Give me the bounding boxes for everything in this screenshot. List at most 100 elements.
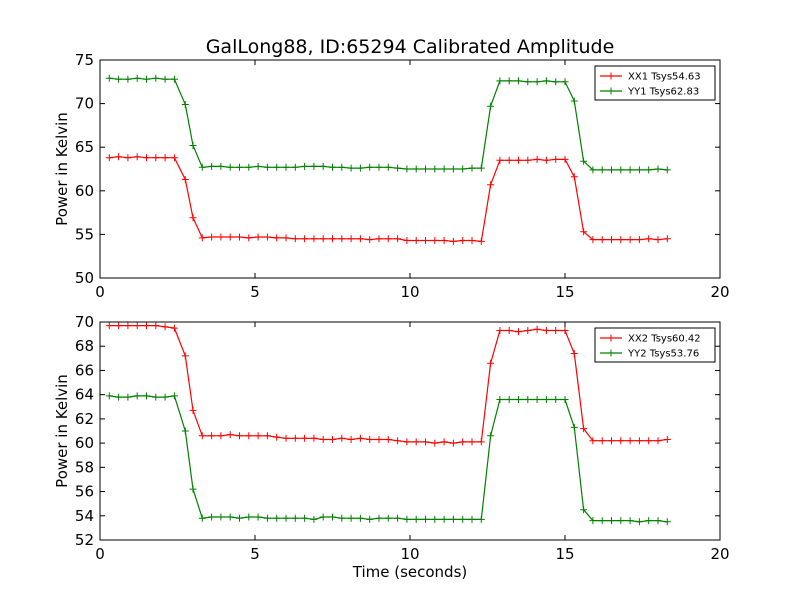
data-point <box>301 514 309 522</box>
data-point <box>449 237 457 245</box>
data-point <box>273 163 281 171</box>
data-point <box>431 515 439 523</box>
legend-label: XX2 Tsys60.42 <box>628 334 701 345</box>
data-point <box>412 165 420 173</box>
y-tick-label: 70 <box>75 95 94 113</box>
x-tick-label: 0 <box>95 283 105 301</box>
data-point <box>189 406 197 414</box>
y-tick-label: 70 <box>75 313 94 331</box>
data-point <box>338 235 346 243</box>
data-point <box>366 236 374 244</box>
data-point <box>181 427 189 435</box>
data-point <box>356 434 364 442</box>
data-point <box>487 359 495 367</box>
data-point <box>143 392 150 400</box>
legend-label: XX1 Tsys54.63 <box>628 72 701 83</box>
data-point <box>487 181 495 189</box>
series-line-1-1 <box>109 395 668 523</box>
data-point <box>217 432 225 440</box>
data-point <box>319 436 327 443</box>
data-point <box>310 434 318 442</box>
data-point <box>170 324 178 332</box>
data-point <box>384 514 392 522</box>
y-tick-label: 56 <box>75 483 94 501</box>
legend-label: YY1 Tsys62.83 <box>627 87 699 98</box>
x-tick-label: 5 <box>250 545 260 563</box>
data-point <box>143 154 150 162</box>
data-point <box>431 439 439 447</box>
data-point <box>105 154 113 162</box>
data-point <box>133 153 141 161</box>
x-tick-label: 20 <box>710 283 729 301</box>
data-point <box>181 101 189 108</box>
data-point <box>561 78 569 86</box>
data-point <box>254 513 262 521</box>
data-point <box>524 396 532 403</box>
data-point <box>645 517 653 525</box>
data-point <box>143 75 150 83</box>
data-point <box>189 485 197 493</box>
data-point <box>589 236 597 244</box>
x-axis-label: Time (seconds) <box>352 563 468 581</box>
data-point <box>273 514 281 522</box>
data-point <box>635 236 643 244</box>
data-point <box>440 438 448 446</box>
data-point <box>236 233 243 241</box>
y-tick-label: 68 <box>75 337 94 355</box>
legend-box <box>594 327 716 363</box>
data-point <box>217 162 225 170</box>
data-point <box>124 75 132 83</box>
data-point <box>152 74 160 82</box>
data-point <box>115 153 123 161</box>
data-point <box>226 233 234 241</box>
data-point <box>580 506 588 514</box>
x-tick-label: 10 <box>400 545 419 563</box>
data-point <box>412 438 420 446</box>
data-point <box>263 432 271 440</box>
data-point <box>375 436 383 443</box>
data-point <box>366 515 374 523</box>
legend-marker <box>607 349 615 357</box>
data-point <box>598 236 606 244</box>
data-point <box>236 514 243 522</box>
data-point <box>310 162 318 170</box>
data-point <box>161 393 169 401</box>
data-point <box>245 163 253 171</box>
data-point <box>329 163 336 171</box>
data-point <box>608 517 615 525</box>
data-point <box>366 163 374 171</box>
data-point <box>208 233 216 241</box>
data-point <box>570 173 578 181</box>
data-point <box>208 162 216 170</box>
data-point <box>468 237 476 244</box>
data-point <box>477 164 485 172</box>
data-point <box>496 77 504 85</box>
data-point <box>617 437 625 445</box>
data-point <box>329 436 336 443</box>
y-tick-label: 65 <box>75 138 94 156</box>
data-point <box>301 235 309 243</box>
data-point <box>542 396 550 403</box>
data-point <box>449 439 457 447</box>
data-point <box>282 163 290 171</box>
data-point <box>654 517 662 525</box>
data-point <box>226 163 234 171</box>
data-point <box>170 75 178 83</box>
x-tick-label: 5 <box>250 283 260 301</box>
data-point <box>552 327 560 334</box>
data-point <box>598 437 606 445</box>
data-point <box>189 214 197 222</box>
data-point <box>347 436 355 443</box>
data-point <box>236 163 243 171</box>
data-point <box>561 155 569 163</box>
data-point <box>291 434 299 442</box>
data-point <box>319 235 327 243</box>
data-point <box>580 425 588 433</box>
data-point <box>319 513 327 521</box>
data-point <box>524 327 532 334</box>
data-point <box>161 154 169 162</box>
data-point <box>124 393 132 401</box>
data-point <box>477 515 485 523</box>
data-point <box>645 437 653 445</box>
